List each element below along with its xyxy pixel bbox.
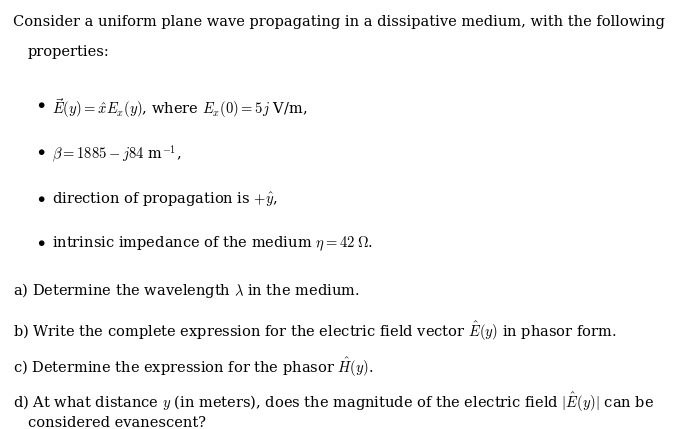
Text: direction of propagation is $+\hat{y}$,: direction of propagation is $+\hat{y}$, xyxy=(52,191,278,209)
Text: a) Determine the wavelength $\lambda$ in the medium.: a) Determine the wavelength $\lambda$ in… xyxy=(13,281,359,300)
Text: c) Determine the expression for the phasor $\hat{H}(y)$.: c) Determine the expression for the phas… xyxy=(13,356,373,379)
Text: considered evanescent?: considered evanescent? xyxy=(28,416,206,429)
Text: $\beta = 1885 - j84$ m$^{-1}$,: $\beta = 1885 - j84$ m$^{-1}$, xyxy=(52,144,182,165)
Text: $\bullet$: $\bullet$ xyxy=(37,144,46,158)
Text: $\bullet$: $\bullet$ xyxy=(37,97,46,111)
Text: $\bullet$: $\bullet$ xyxy=(37,191,46,205)
Text: d) At what distance $y$ (in meters), does the magnitude of the electric field $|: d) At what distance $y$ (in meters), doe… xyxy=(13,390,654,414)
Text: b) Write the complete expression for the electric field vector $\hat{E}(y)$ in p: b) Write the complete expression for the… xyxy=(13,320,616,343)
Text: properties:: properties: xyxy=(28,45,110,59)
Text: intrinsic impedance of the medium $\eta = 42\;\Omega$.: intrinsic impedance of the medium $\eta … xyxy=(52,235,374,253)
Text: $\vec{E}(y) = \hat{x}E_x(y)$, where $E_x(0) = 5j$ V/m,: $\vec{E}(y) = \hat{x}E_x(y)$, where $E_x… xyxy=(52,97,308,121)
Text: $\bullet$: $\bullet$ xyxy=(37,235,46,249)
Text: Consider a uniform plane wave propagating in a dissipative medium, with the foll: Consider a uniform plane wave propagatin… xyxy=(13,15,664,29)
